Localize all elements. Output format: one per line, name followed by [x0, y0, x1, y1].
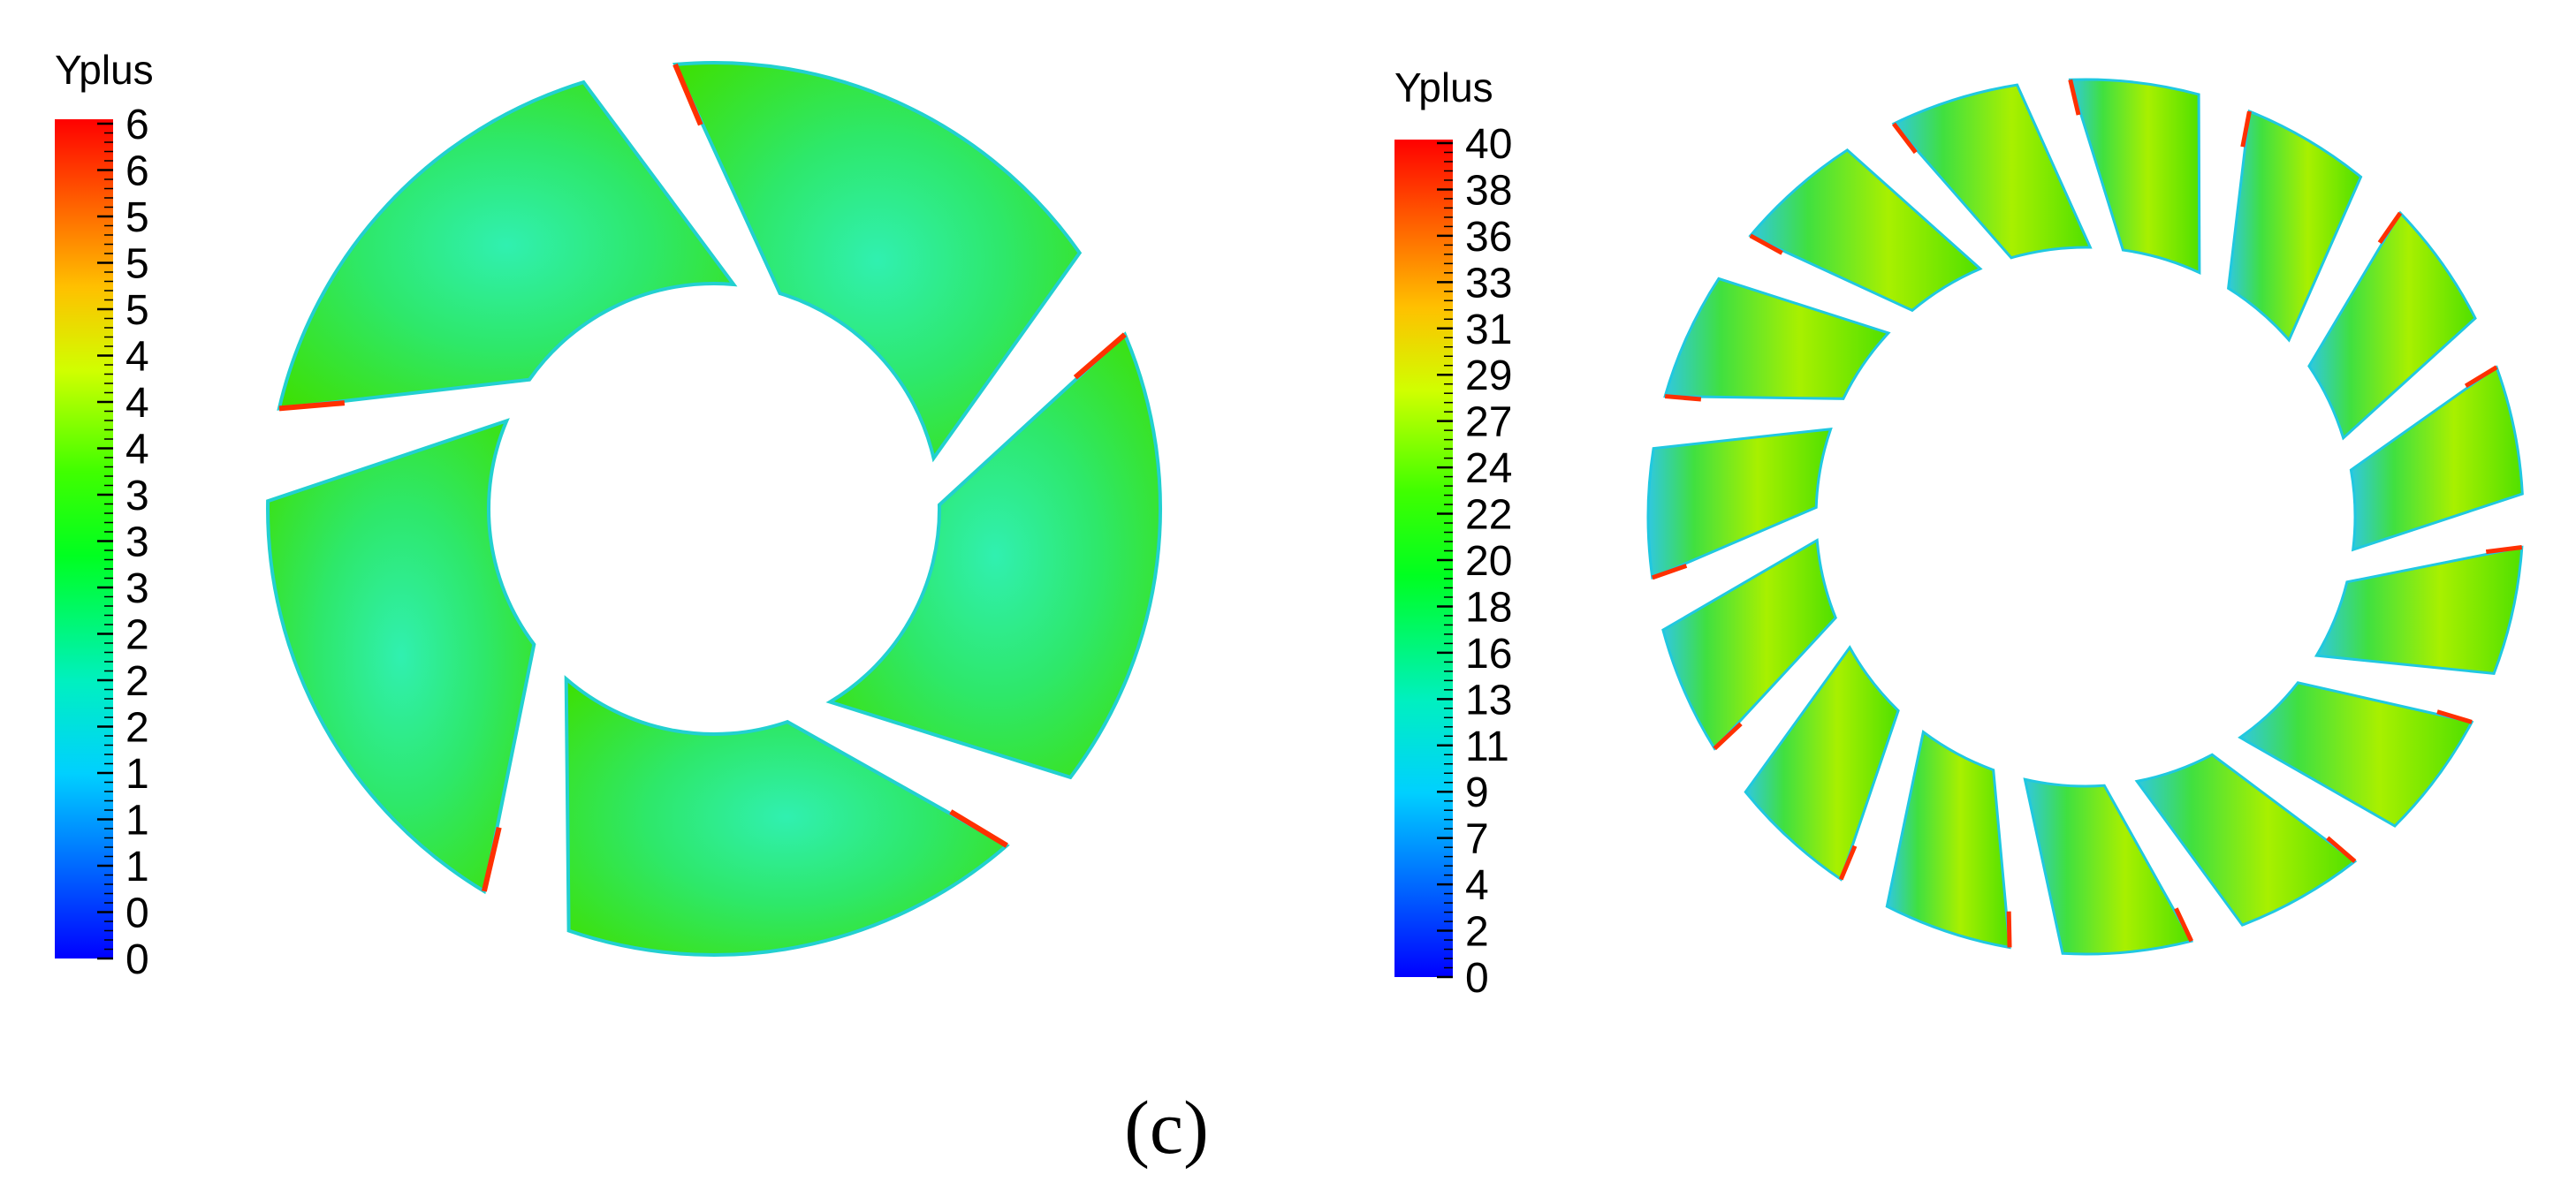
- right-tick-label: 4: [1465, 862, 1489, 909]
- right-blade-edge-highlight: [2240, 110, 2252, 148]
- left-tick-label: 5: [125, 287, 149, 334]
- left-tick-label: 0: [125, 890, 149, 937]
- left-blade-ring: [266, 61, 1163, 957]
- left-blade-edge-highlight: [278, 400, 346, 412]
- left-blade: [672, 61, 1083, 463]
- right-blade: [1663, 277, 1891, 400]
- right-blade-edge-highlight: [2326, 836, 2357, 863]
- right-blade-edge-highlight: [2485, 545, 2523, 555]
- right-blade-edge-highlight: [1749, 233, 1783, 255]
- right-blade-edge-highlight: [2464, 365, 2498, 389]
- left-tick-label: 2: [125, 705, 149, 752]
- right-blade: [2349, 365, 2524, 552]
- right-tick-label: 22: [1465, 492, 1512, 539]
- right-blade-edge-highlight: [2174, 907, 2194, 943]
- left-tick-label: 2: [125, 612, 149, 659]
- right-blade: [1744, 645, 1900, 882]
- left-tick-label: 4: [125, 380, 149, 427]
- right-tick-label: 18: [1465, 584, 1512, 631]
- left-blade-edge-highlight: [481, 826, 502, 892]
- left-legend-title: Yplus: [55, 47, 154, 93]
- right-blade-edge-highlight: [1713, 722, 1743, 751]
- right-blade: [2238, 681, 2474, 828]
- figure-caption: (c): [1124, 1085, 1208, 1170]
- right-tick-label: 13: [1465, 677, 1512, 724]
- right-tick-label: 36: [1465, 214, 1512, 261]
- left-tick-label: 4: [125, 427, 149, 474]
- left-blade: [825, 331, 1163, 780]
- left-tick-label: 1: [125, 798, 149, 845]
- left-blade-edge-highlight: [949, 809, 1008, 848]
- right-tick-label: 24: [1465, 445, 1512, 492]
- right-blade: [2314, 545, 2524, 676]
- left-blade: [266, 418, 536, 895]
- right-tick-label: 16: [1465, 631, 1512, 678]
- left-tick-label: 3: [125, 473, 149, 519]
- left-tick-label: 6: [125, 148, 149, 195]
- right-tick-label: 2: [1465, 909, 1489, 956]
- left-tick-label: 1: [125, 751, 149, 798]
- right-blade-edge-highlight: [1651, 564, 1688, 580]
- left-blade: [277, 80, 738, 411]
- right-blade-edge-highlight: [2377, 211, 2403, 245]
- right-blade: [1661, 538, 1837, 751]
- right-blade-ring: [1646, 78, 2524, 956]
- right-tick-label: 40: [1465, 121, 1512, 168]
- left-blade-edge-highlight: [672, 63, 703, 126]
- left-tick-label: 0: [125, 936, 149, 983]
- right-tick-label: 20: [1465, 538, 1512, 585]
- right-tick-label: 31: [1465, 307, 1512, 353]
- left-tick-label: 5: [125, 241, 149, 288]
- left-tick-label: 2: [125, 658, 149, 705]
- left-blade-edge-highlight: [1073, 332, 1127, 380]
- right-blade-edge-highlight: [2436, 709, 2473, 724]
- right-tick-label: 33: [1465, 260, 1512, 307]
- right-tick-label: 29: [1465, 352, 1512, 399]
- left-blade: [564, 675, 1010, 957]
- right-blade: [2023, 777, 2194, 956]
- right-blade-edge-highlight: [1664, 394, 1702, 402]
- left-tick-label: 3: [125, 565, 149, 612]
- right-blade-edge-highlight: [1892, 122, 1918, 155]
- left-tick-label: 6: [125, 102, 149, 148]
- right-blade: [2134, 753, 2358, 927]
- right-tick-label: 27: [1465, 399, 1512, 446]
- right-blade: [1891, 83, 2093, 260]
- right-tick-label: 11: [1465, 724, 1509, 770]
- right-blade-edge-highlight: [1838, 845, 1858, 881]
- right-blade: [1885, 729, 2011, 950]
- left-tick-label: 4: [125, 334, 149, 381]
- right-blade: [1748, 148, 1983, 313]
- left-tick-label: 1: [125, 844, 149, 890]
- right-tick-label: 38: [1465, 167, 1512, 214]
- left-colorbar: [55, 119, 113, 958]
- right-tick-label: 7: [1465, 816, 1489, 863]
- right-blade: [1646, 427, 1833, 580]
- right-tick-label: 9: [1465, 769, 1489, 816]
- right-legend-title: Yplus: [1394, 64, 1493, 110]
- right-tick-label: 0: [1465, 955, 1489, 1002]
- left-tick-label: 5: [125, 194, 149, 241]
- right-colorbar: [1394, 140, 1453, 977]
- right-blade: [2307, 210, 2477, 441]
- right-blade: [2226, 109, 2363, 343]
- left-tick-label: 3: [125, 519, 149, 566]
- right-blade-edge-highlight: [2068, 79, 2081, 116]
- right-blade-edge-highlight: [2006, 911, 2012, 948]
- right-blade: [2068, 78, 2201, 275]
